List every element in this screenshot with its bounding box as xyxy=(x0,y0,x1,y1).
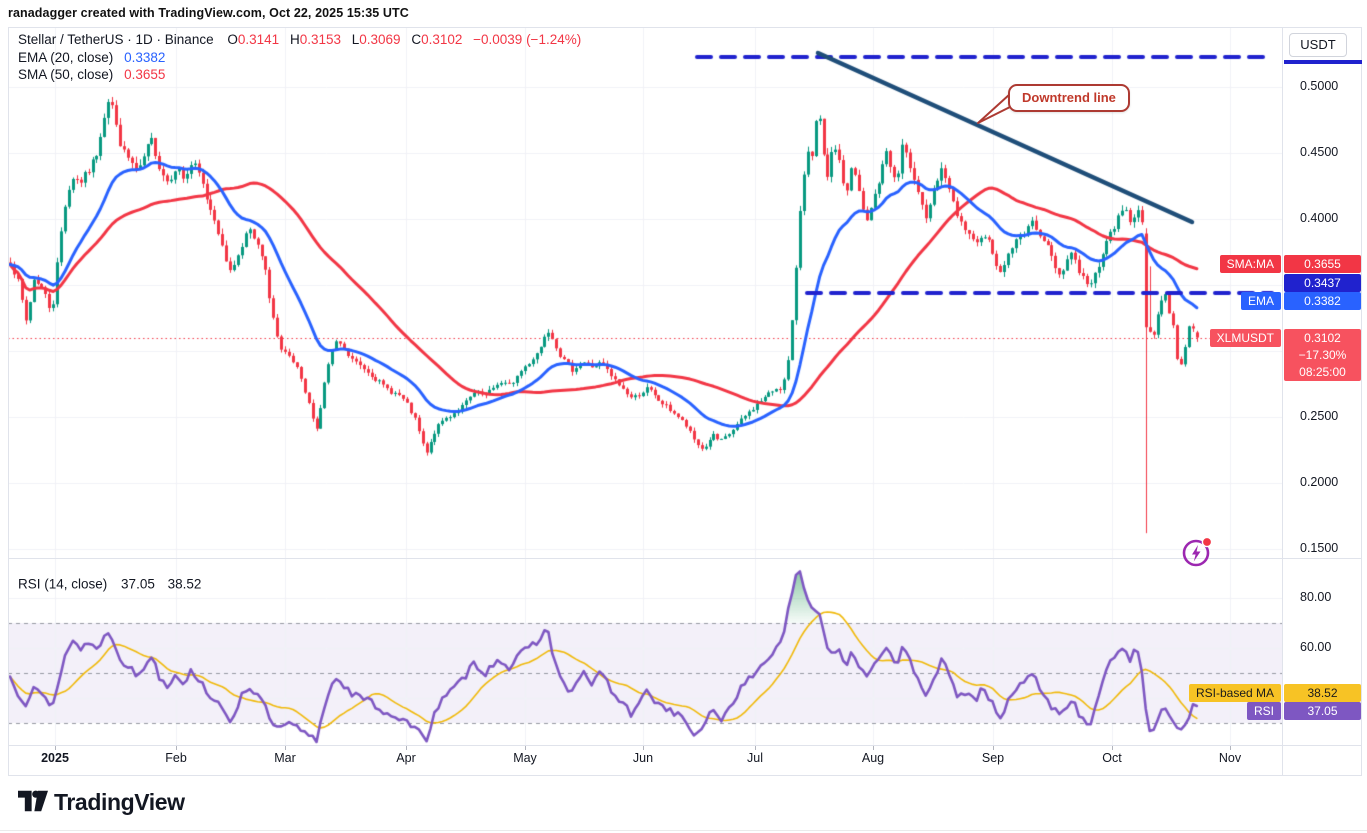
frame-left xyxy=(8,27,9,775)
time-axis-label: Oct xyxy=(1102,751,1122,765)
ema-value: 0.3382 xyxy=(124,49,166,65)
ohlc-close: C0.3102 xyxy=(411,32,463,47)
time-axis-tick xyxy=(1230,746,1231,750)
axis-tick-label: 0.1500 xyxy=(1300,541,1339,555)
axis-tick-label: 0.2000 xyxy=(1300,475,1339,489)
time-axis-tick xyxy=(643,746,644,750)
attribution-text: ranadagger created with TradingView.com,… xyxy=(8,6,409,20)
time-axis-label: Mar xyxy=(274,751,296,765)
rsi-value: 37.05 xyxy=(121,576,155,592)
sma-axis-badge: 0.3655 xyxy=(1284,254,1361,273)
sma-label: SMA (50, close) xyxy=(18,67,114,82)
time-axis-divider xyxy=(8,745,1362,746)
time-axis-tick xyxy=(406,746,407,750)
rsi-pane-canvas[interactable] xyxy=(8,559,1282,745)
time-axis-tick xyxy=(873,746,874,750)
tradingview-logo-icon[interactable] xyxy=(18,789,48,813)
time-axis-tick xyxy=(285,746,286,750)
rsi-ma-value: 38.52 xyxy=(167,576,202,592)
frame-top xyxy=(8,27,1362,28)
chart-legend: Stellar / TetherUS · 1D · Binance O0.314… xyxy=(18,31,581,84)
time-axis-tick xyxy=(525,746,526,750)
pane-divider[interactable] xyxy=(8,558,1362,559)
resistance-axis-marker xyxy=(1284,60,1362,64)
axis-tick-label: 0.2500 xyxy=(1300,409,1339,423)
time-axis-tick xyxy=(1112,746,1113,750)
countdown-timer: 08:25:00 xyxy=(1299,364,1346,379)
axis-tick-label: 0.4000 xyxy=(1300,211,1339,225)
symbol-axis-badge: 0.3102 −17.30% 08:25:00 xyxy=(1284,328,1361,381)
tradingview-wordmark[interactable]: TradingView xyxy=(54,789,185,815)
ohlc-high: H0.3153 xyxy=(289,32,341,47)
change-percent: −17.30% xyxy=(1298,347,1347,362)
time-axis-tick xyxy=(55,746,56,750)
ema-plot-badge[interactable]: EMA xyxy=(1240,291,1281,310)
symbol-legend-row[interactable]: Stellar / TetherUS · 1D · Binance O0.314… xyxy=(18,31,581,49)
ema-axis-badge: 0.3382 xyxy=(1284,291,1361,310)
time-axis-label: Aug xyxy=(861,751,885,765)
rsi-ma-axis-badge: 38.52 xyxy=(1284,683,1361,702)
symbol-title: Stellar / TetherUS · 1D · Binance xyxy=(18,32,214,47)
axis-tick-label: 60.00 xyxy=(1300,640,1332,654)
sma-value: 0.3655 xyxy=(124,67,166,82)
time-axis-tick xyxy=(755,746,756,750)
time-axis-label: Nov xyxy=(1218,751,1242,765)
time-axis-tick xyxy=(176,746,177,750)
time-axis-label: Sep xyxy=(981,751,1005,765)
axis-tick-label: 0.4500 xyxy=(1300,145,1339,159)
time-axis-label: May xyxy=(513,751,537,765)
ohlc-open: O0.3141 xyxy=(227,32,280,47)
frame-right xyxy=(1361,27,1362,775)
time-axis-label: Feb xyxy=(165,751,187,765)
sma-legend-row[interactable]: SMA (50, close) 0.3655 xyxy=(18,66,581,84)
flash-icon[interactable] xyxy=(1179,534,1215,570)
rsi-ma-plot-badge[interactable]: RSI-based MA xyxy=(1188,683,1281,702)
axis-tick-label: 0.5000 xyxy=(1300,79,1339,93)
time-axis-label: Apr xyxy=(396,751,416,765)
rsi-axis-badge: 37.05 xyxy=(1284,702,1361,721)
last-price: 0.3102 xyxy=(1304,330,1341,345)
currency-axis-button[interactable]: USDT xyxy=(1289,33,1347,57)
sma-plot-badge[interactable]: SMA:MA xyxy=(1219,254,1281,273)
frame-bottom xyxy=(8,775,1362,776)
axis-tick-label: 80.00 xyxy=(1300,590,1332,604)
rsi-label: RSI (14, close) xyxy=(18,576,108,592)
rsi-legend-row[interactable]: RSI (14, close) 37.05 38.52 xyxy=(18,571,201,592)
time-axis-label: Jun xyxy=(632,751,654,765)
rsi-plot-badge[interactable]: RSI xyxy=(1246,702,1281,721)
downtrend-callout[interactable]: Downtrend line xyxy=(1008,84,1130,112)
time-axis-label: Jul xyxy=(747,751,763,765)
time-axis-tick xyxy=(993,746,994,750)
support-level-axis-badge: 0.3437 xyxy=(1284,274,1361,293)
axis-divider[interactable] xyxy=(1282,27,1283,775)
price-chart-canvas[interactable] xyxy=(8,28,1282,558)
ema-legend-row[interactable]: EMA (20, close) 0.3382 xyxy=(18,49,581,67)
ohlc-low: L0.3069 xyxy=(351,32,401,47)
symbol-plot-badge[interactable]: XLMUSDT xyxy=(1209,328,1281,347)
ema-label: EMA (20, close) xyxy=(18,49,114,65)
time-axis-label: 2025 xyxy=(41,751,69,765)
change-value: −0.0039 (−1.24%) xyxy=(473,32,582,47)
bottom-hairline xyxy=(0,830,1367,831)
